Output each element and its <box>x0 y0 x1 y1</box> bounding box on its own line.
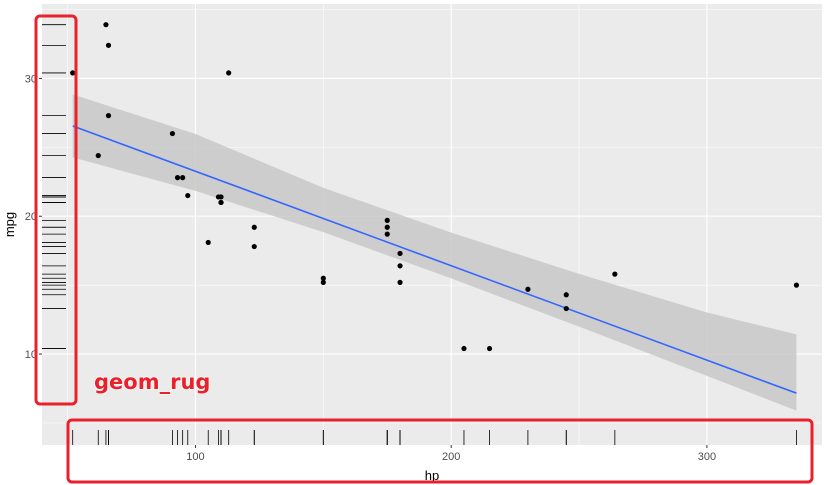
y-tick-label: 20 <box>25 211 37 223</box>
x-tick-label: 100 <box>186 451 204 463</box>
highlight-boxes <box>34 14 814 484</box>
data-point <box>169 130 176 137</box>
data-point <box>251 243 257 250</box>
data-point <box>174 175 181 181</box>
rug-layer <box>42 24 797 445</box>
data-point <box>218 199 224 206</box>
data-point <box>70 70 76 76</box>
fit-line-layer <box>72 125 797 394</box>
data-point <box>185 192 191 199</box>
plot-panel <box>42 4 822 445</box>
data-point <box>563 305 569 312</box>
data-point <box>105 113 112 119</box>
data-point <box>397 263 403 269</box>
x-rug-highlight-box <box>66 418 814 484</box>
data-point <box>612 271 618 277</box>
data-point <box>180 175 186 181</box>
data-point <box>793 282 800 288</box>
data-point <box>320 279 326 285</box>
data-point <box>105 42 112 48</box>
data-point <box>525 286 531 292</box>
data-point <box>384 224 390 230</box>
data-point <box>461 345 467 352</box>
data-point <box>397 279 403 285</box>
data-point <box>251 224 257 230</box>
y-rug-highlight-box <box>34 14 78 406</box>
data-point <box>103 22 109 28</box>
geom-rug-annotation: geom_rug <box>94 370 210 394</box>
x-axis-title: hp <box>425 468 439 483</box>
data-point <box>384 231 390 237</box>
y-tick-label: 30 <box>25 73 37 85</box>
y-axis-title: mpg <box>2 212 17 237</box>
data-point <box>486 345 493 352</box>
data-point <box>397 250 403 257</box>
y-tick-label: 10 <box>25 349 37 361</box>
regression-line <box>72 125 797 394</box>
data-point <box>95 152 101 159</box>
data-point <box>320 275 326 281</box>
axis-ticks: 100 200 300 10 20 30 <box>25 73 716 463</box>
data-point <box>226 70 232 76</box>
data-point <box>215 194 222 200</box>
data-point <box>384 217 390 223</box>
points-layer <box>70 22 800 352</box>
x-tick-label: 200 <box>442 451 460 463</box>
data-point <box>205 239 211 246</box>
x-tick-label: 300 <box>698 451 716 463</box>
grid-lines <box>42 4 822 445</box>
confidence-band-layer <box>72 94 797 411</box>
confidence-band <box>72 94 797 411</box>
data-point <box>563 292 569 298</box>
